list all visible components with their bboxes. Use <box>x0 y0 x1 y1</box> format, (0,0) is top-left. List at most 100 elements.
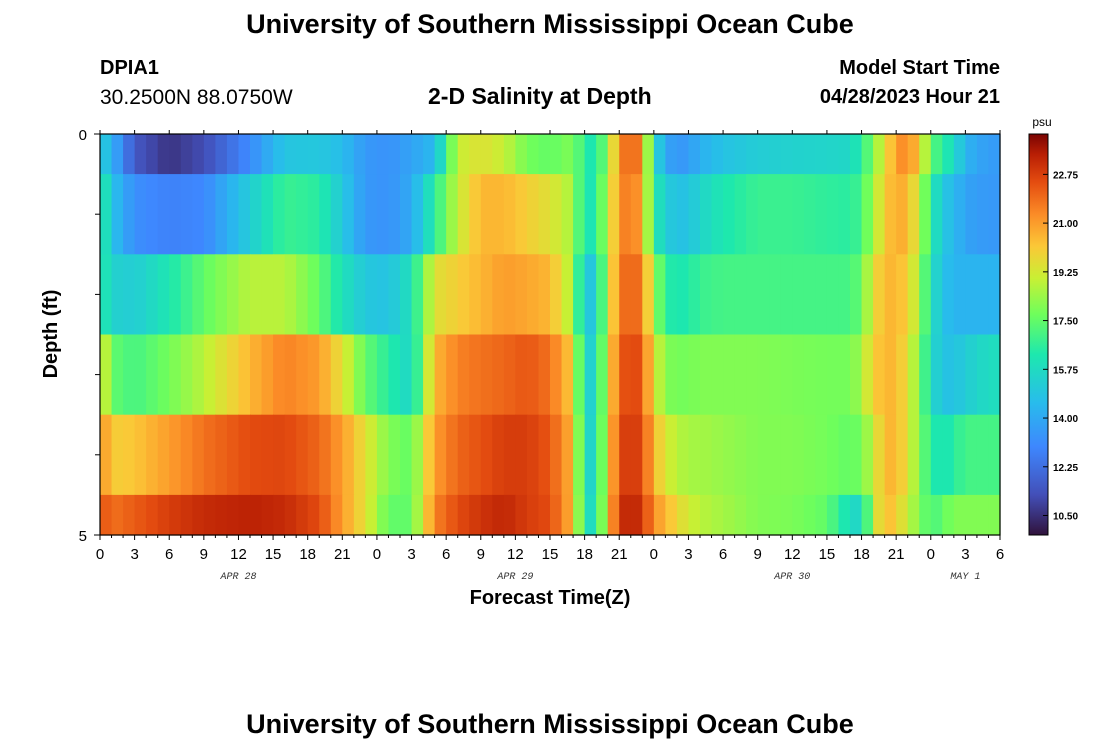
heatmap-cell <box>434 134 447 175</box>
heatmap-cell <box>676 414 690 496</box>
heatmap-cell <box>896 134 909 175</box>
heatmap-cell <box>630 414 643 496</box>
heatmap-cell <box>169 174 182 255</box>
heatmap-cell <box>896 254 909 336</box>
heatmap-cell <box>111 254 124 336</box>
heatmap-cell <box>307 174 320 255</box>
heatmap-cell <box>861 174 874 255</box>
heatmap-cell <box>653 134 666 175</box>
heatmap-cell <box>700 494 713 536</box>
heatmap-cell <box>100 414 113 496</box>
heatmap-cell <box>803 334 816 416</box>
heatmap-cell <box>469 174 482 255</box>
heatmap-cell <box>111 334 124 416</box>
heatmap-cell <box>815 254 828 336</box>
heatmap-cell <box>942 494 955 536</box>
heatmap-cell <box>884 134 897 175</box>
model-start-label: Model Start Time <box>839 57 1000 79</box>
heatmap-cell <box>157 414 170 496</box>
heatmap-cell <box>965 254 978 336</box>
heatmap-cell <box>838 334 851 416</box>
heatmap-cell <box>642 174 655 255</box>
heatmap-cell <box>492 134 505 175</box>
heatmap-cell <box>561 134 574 175</box>
heatmap-cell <box>250 254 263 336</box>
heatmap-cell <box>850 334 863 416</box>
heatmap-cell <box>388 254 401 336</box>
heatmap-cell <box>688 494 701 536</box>
colorbar-tick-label: 12.25 <box>1053 463 1078 474</box>
heatmap-cell <box>550 494 563 536</box>
heatmap-cell <box>596 134 609 175</box>
heatmap-cell <box>596 174 609 255</box>
heatmap-cell <box>769 494 782 536</box>
heatmap-cell <box>111 494 124 536</box>
heatmap-cell <box>134 174 147 255</box>
heatmap-cell <box>123 254 136 336</box>
heatmap-cell <box>550 254 563 336</box>
heatmap-cell <box>665 334 678 416</box>
heatmap-cell <box>469 254 482 336</box>
heatmap-cell <box>226 494 240 536</box>
heatmap-cell <box>550 134 563 175</box>
heatmap-cell <box>446 334 459 416</box>
heatmap-cell <box>884 334 897 416</box>
heatmap-cell <box>446 494 459 536</box>
heatmap-cell <box>296 134 309 175</box>
heatmap-cell <box>653 174 666 255</box>
x-tick-label: 15 <box>542 546 559 563</box>
heatmap-cell <box>746 494 759 536</box>
x-axis-title: Forecast Time(Z) <box>470 587 631 609</box>
heatmap-cell <box>953 174 966 255</box>
heatmap-cell <box>838 494 851 536</box>
heatmap-cell <box>976 334 990 416</box>
heatmap-cell <box>261 494 274 536</box>
x-tick-label: 18 <box>576 546 593 563</box>
heatmap-cell <box>434 254 447 336</box>
heatmap-cell <box>180 174 193 255</box>
heatmap-cell <box>653 494 666 536</box>
heatmap-cell <box>250 134 263 175</box>
heatmap-cell <box>192 334 205 416</box>
heatmap-cells <box>100 134 1001 536</box>
heatmap-cell <box>515 254 528 336</box>
heatmap-cell <box>711 494 724 536</box>
heatmap-cell <box>757 134 770 175</box>
heatmap-cell <box>157 174 170 255</box>
heatmap-cell <box>250 334 263 416</box>
heatmap-cell <box>676 334 690 416</box>
heatmap-cell <box>134 334 147 416</box>
heatmap-cell <box>711 174 724 255</box>
heatmap-cell <box>469 334 482 416</box>
heatmap-cell <box>353 134 366 175</box>
heatmap-cell <box>180 134 193 175</box>
heatmap-cell <box>907 414 920 496</box>
heatmap-cell <box>203 254 216 336</box>
heatmap-cell <box>584 414 597 496</box>
heatmap-cell <box>723 334 736 416</box>
heatmap-cell <box>769 134 782 175</box>
heatmap-cell <box>942 414 955 496</box>
heatmap-cell <box>203 134 216 175</box>
heatmap-cell <box>850 254 863 336</box>
heatmap-cell <box>515 334 528 416</box>
heatmap-cell <box>665 174 678 255</box>
heatmap-cell <box>411 254 424 336</box>
heatmap-cell <box>446 174 459 255</box>
heatmap-cell <box>803 254 816 336</box>
heatmap-cell <box>873 254 886 336</box>
heatmap-cell <box>423 254 436 336</box>
chart-title: 2-D Salinity at Depth <box>428 83 652 109</box>
heatmap-cell <box>734 134 747 175</box>
heatmap-cell <box>930 494 943 536</box>
heatmap-cell <box>526 174 540 255</box>
heatmap-cell <box>411 494 424 536</box>
heatmap-cell <box>573 134 586 175</box>
heatmap-cell <box>434 334 447 416</box>
heatmap-cell <box>596 414 609 496</box>
heatmap-cell <box>284 134 297 175</box>
heatmap-cell <box>665 254 678 336</box>
heatmap-cell <box>423 134 436 175</box>
heatmap-cell <box>342 494 355 536</box>
heatmap-cell <box>353 334 366 416</box>
